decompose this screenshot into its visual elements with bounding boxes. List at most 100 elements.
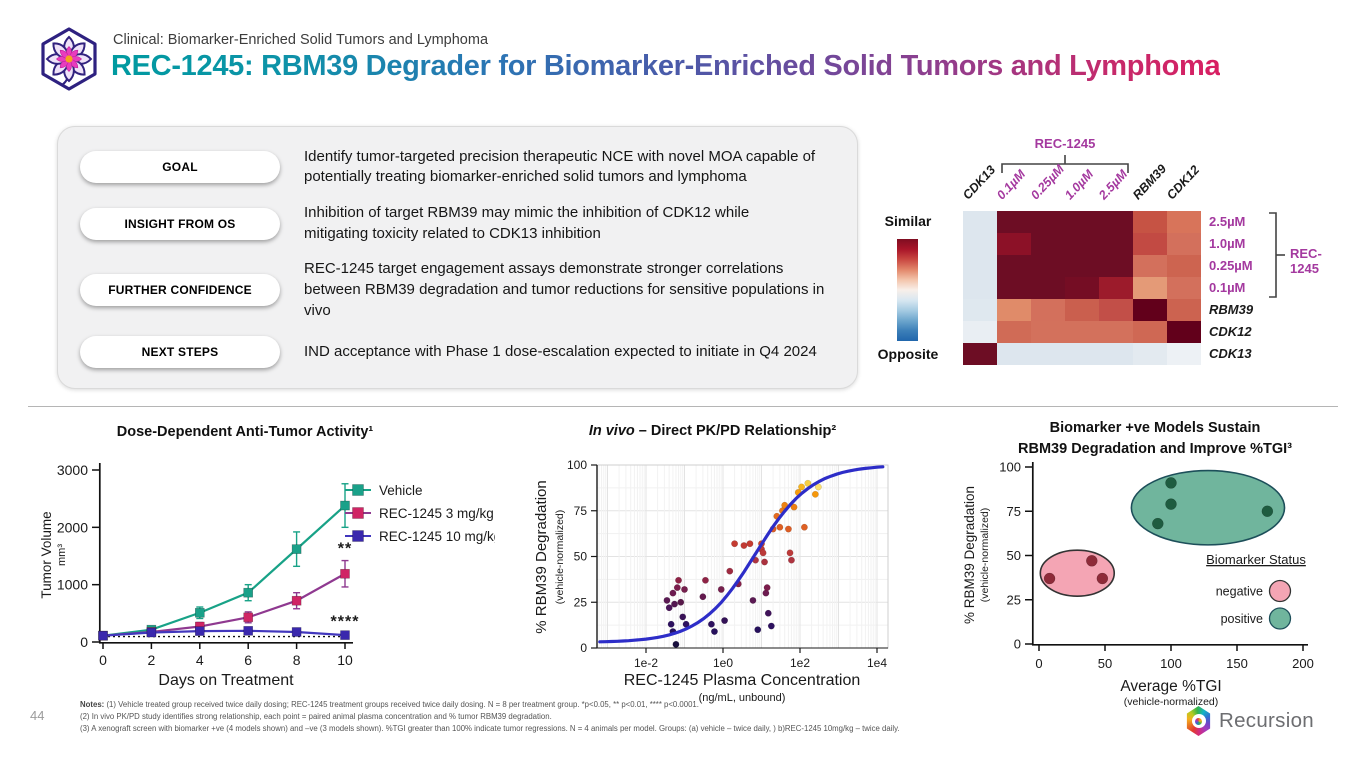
footnote-1: Notes: (1) Vehicle treated group receive… bbox=[80, 700, 699, 709]
heatmap-cell bbox=[963, 277, 997, 299]
heatmap-cell bbox=[1133, 321, 1167, 343]
svg-text:150: 150 bbox=[1226, 656, 1248, 671]
svg-text:1000: 1000 bbox=[57, 577, 88, 593]
page-number: 44 bbox=[30, 708, 45, 723]
slide-title: REC-1245: RBM39 Degrader for Biomarker-E… bbox=[111, 50, 1221, 82]
heatmap-row-label: 0.1µM bbox=[1209, 280, 1246, 295]
svg-text:% RBM39 Degradation: % RBM39 Degradation bbox=[533, 480, 550, 633]
heatmap-cell bbox=[997, 299, 1031, 321]
heatmap-cell bbox=[997, 321, 1031, 343]
heatmap-cell bbox=[1099, 299, 1133, 321]
recursion-wordmark: Recursion bbox=[1219, 709, 1314, 732]
fit-curve bbox=[598, 465, 885, 644]
svg-text:0: 0 bbox=[1014, 637, 1021, 652]
svg-text:100: 100 bbox=[567, 458, 587, 472]
svg-text:50: 50 bbox=[1007, 548, 1021, 563]
svg-text:200: 200 bbox=[1292, 656, 1314, 671]
heatmap-cell bbox=[1099, 343, 1133, 365]
svg-text:1e0: 1e0 bbox=[713, 656, 733, 670]
svg-text:Average %TGI: Average %TGI bbox=[1120, 678, 1221, 695]
svg-text:2000: 2000 bbox=[57, 519, 88, 535]
heatmap-cell bbox=[1065, 321, 1099, 343]
series-REC-1245 10 mg/kg: **** REC-1245 10 mg/kg bbox=[98, 529, 495, 641]
svg-text:8: 8 bbox=[293, 652, 301, 668]
heatmap-cell bbox=[997, 277, 1031, 299]
heatmap-group-label-top: REC-1245 bbox=[1034, 136, 1096, 151]
correlation-heatmap: Similar Opposite REC-1245 CDK13 0.1µM 0.25… bbox=[870, 133, 1350, 395]
svg-text:****: **** bbox=[331, 614, 360, 631]
heatmap-cell bbox=[1133, 255, 1167, 277]
svg-text:**: ** bbox=[338, 541, 352, 558]
heatmap-cell bbox=[1133, 233, 1167, 255]
svg-text:4: 4 bbox=[196, 652, 204, 668]
heatmap-grid bbox=[963, 211, 1201, 365]
svg-text:10: 10 bbox=[337, 652, 353, 668]
svg-text:(vehicle-normalized): (vehicle-normalized) bbox=[554, 510, 566, 605]
svg-text:% RBM39 Degradation: % RBM39 Degradation bbox=[962, 486, 977, 624]
group-negative bbox=[1039, 549, 1116, 598]
svg-text:2: 2 bbox=[148, 652, 156, 668]
svg-text:negative: negative bbox=[1216, 585, 1263, 599]
svg-text:0: 0 bbox=[580, 641, 587, 655]
heatmap-cell bbox=[1031, 299, 1065, 321]
section-divider bbox=[28, 406, 1338, 407]
heatmap-cell bbox=[1065, 299, 1099, 321]
insight-pill: INSIGHT FROM OS bbox=[80, 207, 280, 240]
pkpd-scatter-chart: 0 25 50 75 100 1e-2 1e0 1e2 1e4 REC-1245 Plasma C… bbox=[533, 458, 889, 704]
heatmap-cell bbox=[1099, 321, 1133, 343]
heatmap-cell bbox=[1031, 277, 1065, 299]
heatmap-cell bbox=[1167, 299, 1201, 321]
heatmap-row-label: 1.0µM bbox=[1209, 236, 1246, 251]
heatmap-cell bbox=[1167, 233, 1201, 255]
nextsteps-pill: NEXT STEPS bbox=[80, 336, 280, 369]
heatmap-cell bbox=[1099, 277, 1133, 299]
svg-text:positive: positive bbox=[1221, 612, 1263, 626]
heatmap-row-label: RBM39 bbox=[1209, 302, 1254, 317]
summary-row-nextsteps: NEXT STEPS IND acceptance with Phase 1 d… bbox=[80, 336, 835, 369]
svg-text:Days on Treatment: Days on Treatment bbox=[158, 672, 294, 689]
goal-text: Identify tumor-targeted precision therap… bbox=[304, 147, 816, 186]
heatmap-cell bbox=[963, 255, 997, 277]
heatmap-group-label-right: REC-1245 bbox=[1290, 246, 1322, 276]
heatmap-cell bbox=[1065, 277, 1099, 299]
heatmap-cell bbox=[1031, 321, 1065, 343]
heatmap-brackets bbox=[1001, 155, 1285, 298]
heatmap-cell bbox=[1031, 233, 1065, 255]
pkpd-chart-title: In vivo – Direct PK/PD Relationship² bbox=[530, 423, 895, 439]
svg-text:Vehicle: Vehicle bbox=[379, 483, 423, 498]
svg-text:100: 100 bbox=[1160, 656, 1182, 671]
heatmap-cell bbox=[1065, 233, 1099, 255]
heatmap-cell bbox=[1099, 255, 1133, 277]
svg-text:25: 25 bbox=[1007, 592, 1021, 607]
heatmap-cell bbox=[997, 343, 1031, 365]
svg-text:75: 75 bbox=[574, 504, 588, 518]
heatmap-cell bbox=[963, 343, 997, 365]
tgi-title-line2: RBM39 Degradation and Improve %TGI³ bbox=[1018, 441, 1292, 457]
company-logo-icon bbox=[41, 27, 97, 91]
goal-pill: GOAL bbox=[80, 151, 280, 184]
svg-text:25: 25 bbox=[574, 595, 588, 609]
heatmap-cell bbox=[997, 255, 1031, 277]
confidence-text: REC-1245 target engagement assays demons… bbox=[304, 260, 825, 319]
heatmap-row-label: CDK12 bbox=[1209, 324, 1252, 339]
heatmap-cell bbox=[1133, 343, 1167, 365]
pkpd-title-rest: – Direct PK/PD Relationship² bbox=[634, 423, 837, 439]
summary-row-goal: GOAL Identify tumor-targeted precision t… bbox=[80, 147, 835, 188]
footnote-3: (3) A xenograft screen with biomarker +v… bbox=[80, 724, 900, 733]
heatmap-cell bbox=[997, 211, 1031, 233]
svg-text:REC-1245 10 mg/kg: REC-1245 10 mg/kg bbox=[379, 529, 495, 544]
heatmap-cell bbox=[1167, 255, 1201, 277]
svg-text:100: 100 bbox=[999, 460, 1021, 475]
svg-text:0: 0 bbox=[99, 652, 107, 668]
heatmap-cell bbox=[963, 211, 997, 233]
heatmap-cell bbox=[997, 233, 1031, 255]
heatmap-cell bbox=[963, 299, 997, 321]
heatmap-cell bbox=[1099, 233, 1133, 255]
confidence-pill: FURTHER CONFIDENCE bbox=[80, 274, 280, 307]
svg-text:3000: 3000 bbox=[57, 462, 88, 478]
tumor-chart-title: Dose-Dependent Anti-Tumor Activity¹ bbox=[116, 424, 374, 440]
svg-text:(vehicle-normalized): (vehicle-normalized) bbox=[1124, 696, 1219, 708]
heatmap-cell bbox=[1167, 211, 1201, 233]
